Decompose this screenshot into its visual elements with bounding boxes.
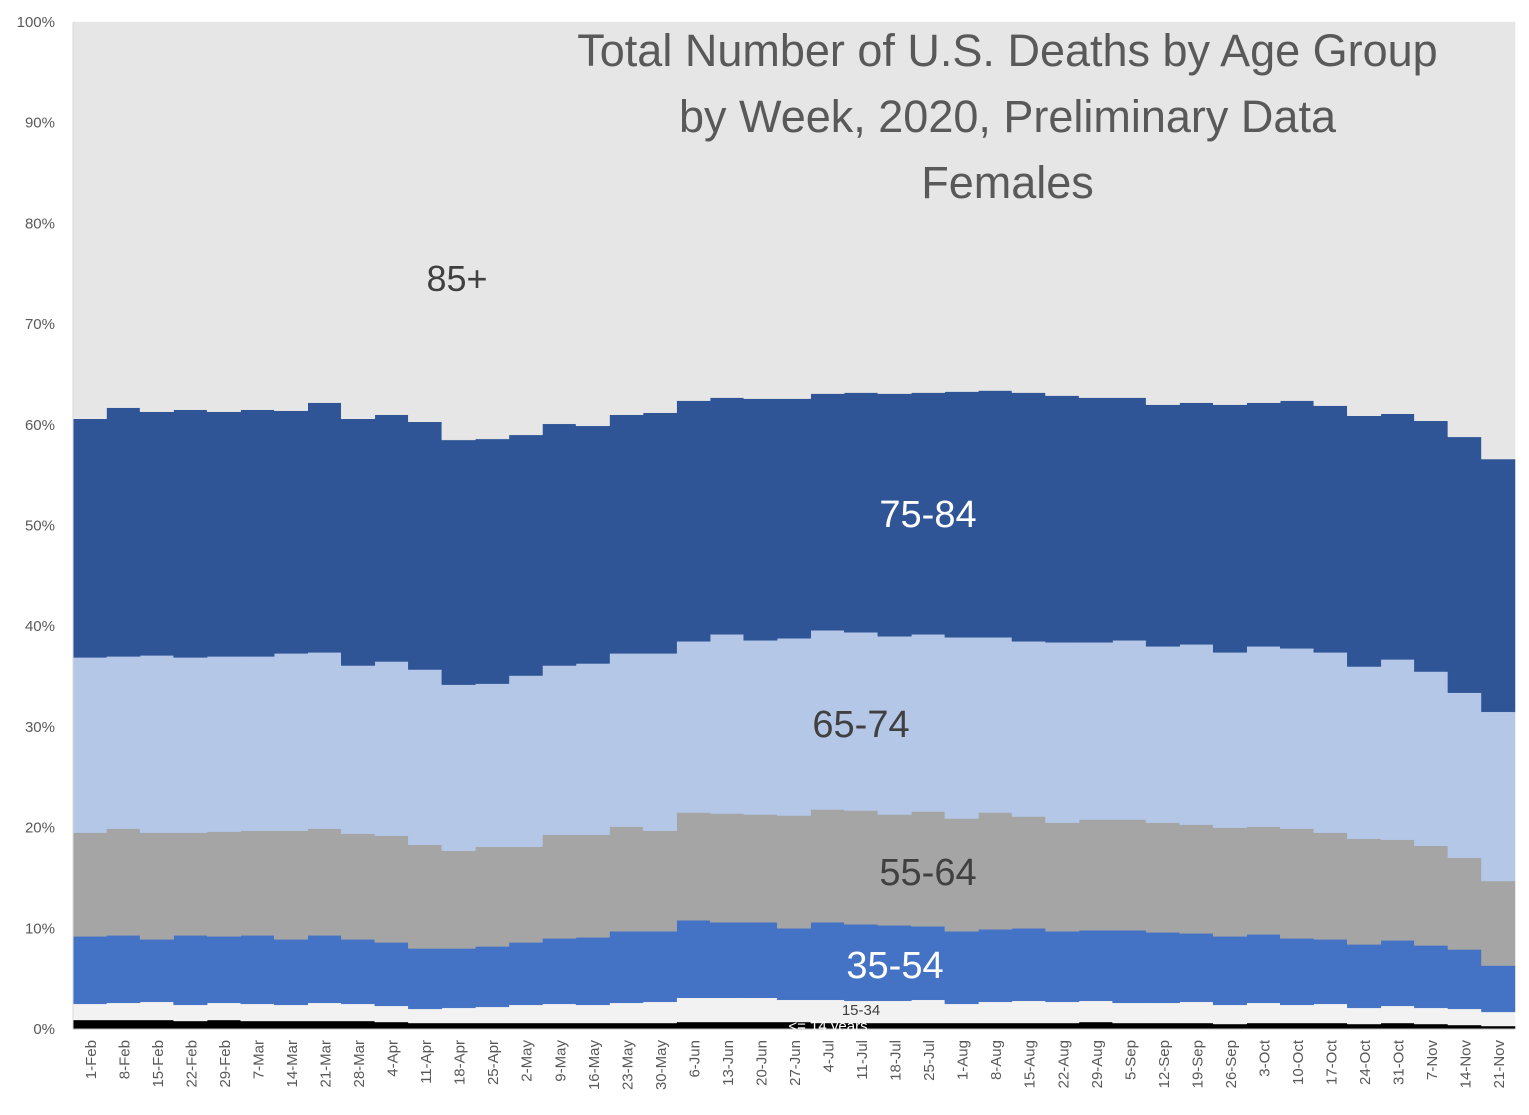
x-tick-label: 25-Jul xyxy=(921,1040,938,1081)
y-tick-label: 20% xyxy=(25,820,55,837)
x-tick-label: 24-Oct xyxy=(1357,1039,1374,1085)
x-tick-label: 28-Mar xyxy=(351,1040,368,1088)
x-tick-label: 19-Sep xyxy=(1189,1040,1206,1088)
y-tick-label: 100% xyxy=(17,14,55,31)
band-label-15-34: 15-34 xyxy=(842,1002,880,1019)
band-85 xyxy=(72,21,1516,460)
x-tick-label: 18-Jul xyxy=(888,1040,905,1081)
y-tick-label: 90% xyxy=(25,115,55,132)
x-tick-label: 7-Nov xyxy=(1424,1040,1441,1081)
band-label-65-74: 65-74 xyxy=(812,704,909,746)
y-tick-label: 40% xyxy=(25,618,55,635)
x-tick-label: 21-Nov xyxy=(1491,1040,1508,1089)
y-axis-tick-labels: 0% 10% 20% 30% 40% 50% 60% 70% 80% 90% 100% xyxy=(17,14,55,1038)
x-tick-label: 6-Jun xyxy=(686,1040,703,1078)
band-label-55-64: 55-64 xyxy=(879,852,976,894)
x-tick-label: 22-Feb xyxy=(183,1040,200,1088)
x-tick-label: 27-Jun xyxy=(787,1040,804,1086)
x-tick-label: 14-Nov xyxy=(1458,1040,1475,1089)
x-tick-label: 14-Mar xyxy=(284,1040,301,1088)
x-tick-label: 29-Aug xyxy=(1089,1040,1106,1088)
x-tick-label: 8-Aug xyxy=(988,1040,1005,1080)
chart-title-line-1: Total Number of U.S. Deaths by Age Group xyxy=(577,25,1438,76)
band-label-35-54: 35-54 xyxy=(846,945,943,987)
y-tick-label: 80% xyxy=(25,215,55,232)
x-tick-label: 1-Feb xyxy=(83,1040,100,1079)
x-tick-label: 8-Feb xyxy=(116,1040,133,1079)
x-tick-label: 18-Apr xyxy=(452,1040,469,1085)
x-tick-label: 10-Oct xyxy=(1290,1039,1307,1085)
y-tick-label: 0% xyxy=(33,1021,55,1038)
band-label-85-plus: 85+ xyxy=(426,258,487,299)
y-tick-label: 30% xyxy=(25,719,55,736)
x-tick-label: 3-Oct xyxy=(1256,1039,1273,1077)
x-tick-label: 11-Apr xyxy=(418,1040,435,1084)
x-axis-tick-labels: 1-Feb 8-Feb 15-Feb 22-Feb 29-Feb 7-Mar 14-Mar 2… xyxy=(83,1039,1508,1090)
x-tick-label: 31-Oct xyxy=(1391,1039,1408,1085)
chart-title: Total Number of U.S. Deaths by Age Group… xyxy=(500,18,1515,216)
x-tick-label: 23-May xyxy=(619,1040,636,1091)
band-label-75-84: 75-84 xyxy=(879,494,976,536)
chart-title-line-2: by Week, 2020, Preliminary Data xyxy=(679,91,1336,142)
x-tick-label: 16-May xyxy=(586,1040,603,1091)
x-tick-label: 17-Oct xyxy=(1324,1039,1341,1085)
x-tick-label: 2-May xyxy=(519,1040,536,1082)
x-tick-label: 21-Mar xyxy=(318,1040,335,1088)
x-tick-label: 12-Sep xyxy=(1156,1040,1173,1088)
x-tick-label: 25-Apr xyxy=(485,1040,502,1085)
x-tick-label: 5-Sep xyxy=(1122,1040,1139,1080)
y-tick-label: 60% xyxy=(25,417,55,434)
chart-title-line-3: Females xyxy=(921,157,1094,208)
x-tick-label: 20-Jun xyxy=(753,1040,770,1086)
x-tick-label: 7-Mar xyxy=(250,1040,267,1079)
x-tick-label: 26-Sep xyxy=(1223,1040,1240,1088)
y-tick-label: 10% xyxy=(25,920,55,937)
x-tick-label: 4-Jul xyxy=(821,1040,838,1073)
x-tick-label: 11-Jul xyxy=(854,1040,871,1080)
x-tick-label: 13-Jun xyxy=(720,1040,737,1086)
area-bands xyxy=(72,21,1516,1030)
x-tick-label: 15-Feb xyxy=(150,1040,167,1088)
band-label-under-14: <= 14 years xyxy=(788,1018,867,1035)
x-tick-label: 9-May xyxy=(552,1040,569,1082)
x-tick-label: 29-Feb xyxy=(217,1040,234,1088)
x-tick-label: 15-Aug xyxy=(1022,1040,1039,1088)
x-tick-label: 4-Apr xyxy=(385,1040,402,1077)
y-tick-label: 50% xyxy=(25,518,55,535)
y-tick-label: 70% xyxy=(25,316,55,333)
x-tick-label: 22-Aug xyxy=(1055,1040,1072,1088)
x-tick-label: 30-May xyxy=(653,1040,670,1091)
band-labels: 85+ 75-84 65-74 55-64 35-54 15-34 <= 14 … xyxy=(426,258,976,1035)
x-tick-label: 1-Aug xyxy=(955,1040,972,1080)
